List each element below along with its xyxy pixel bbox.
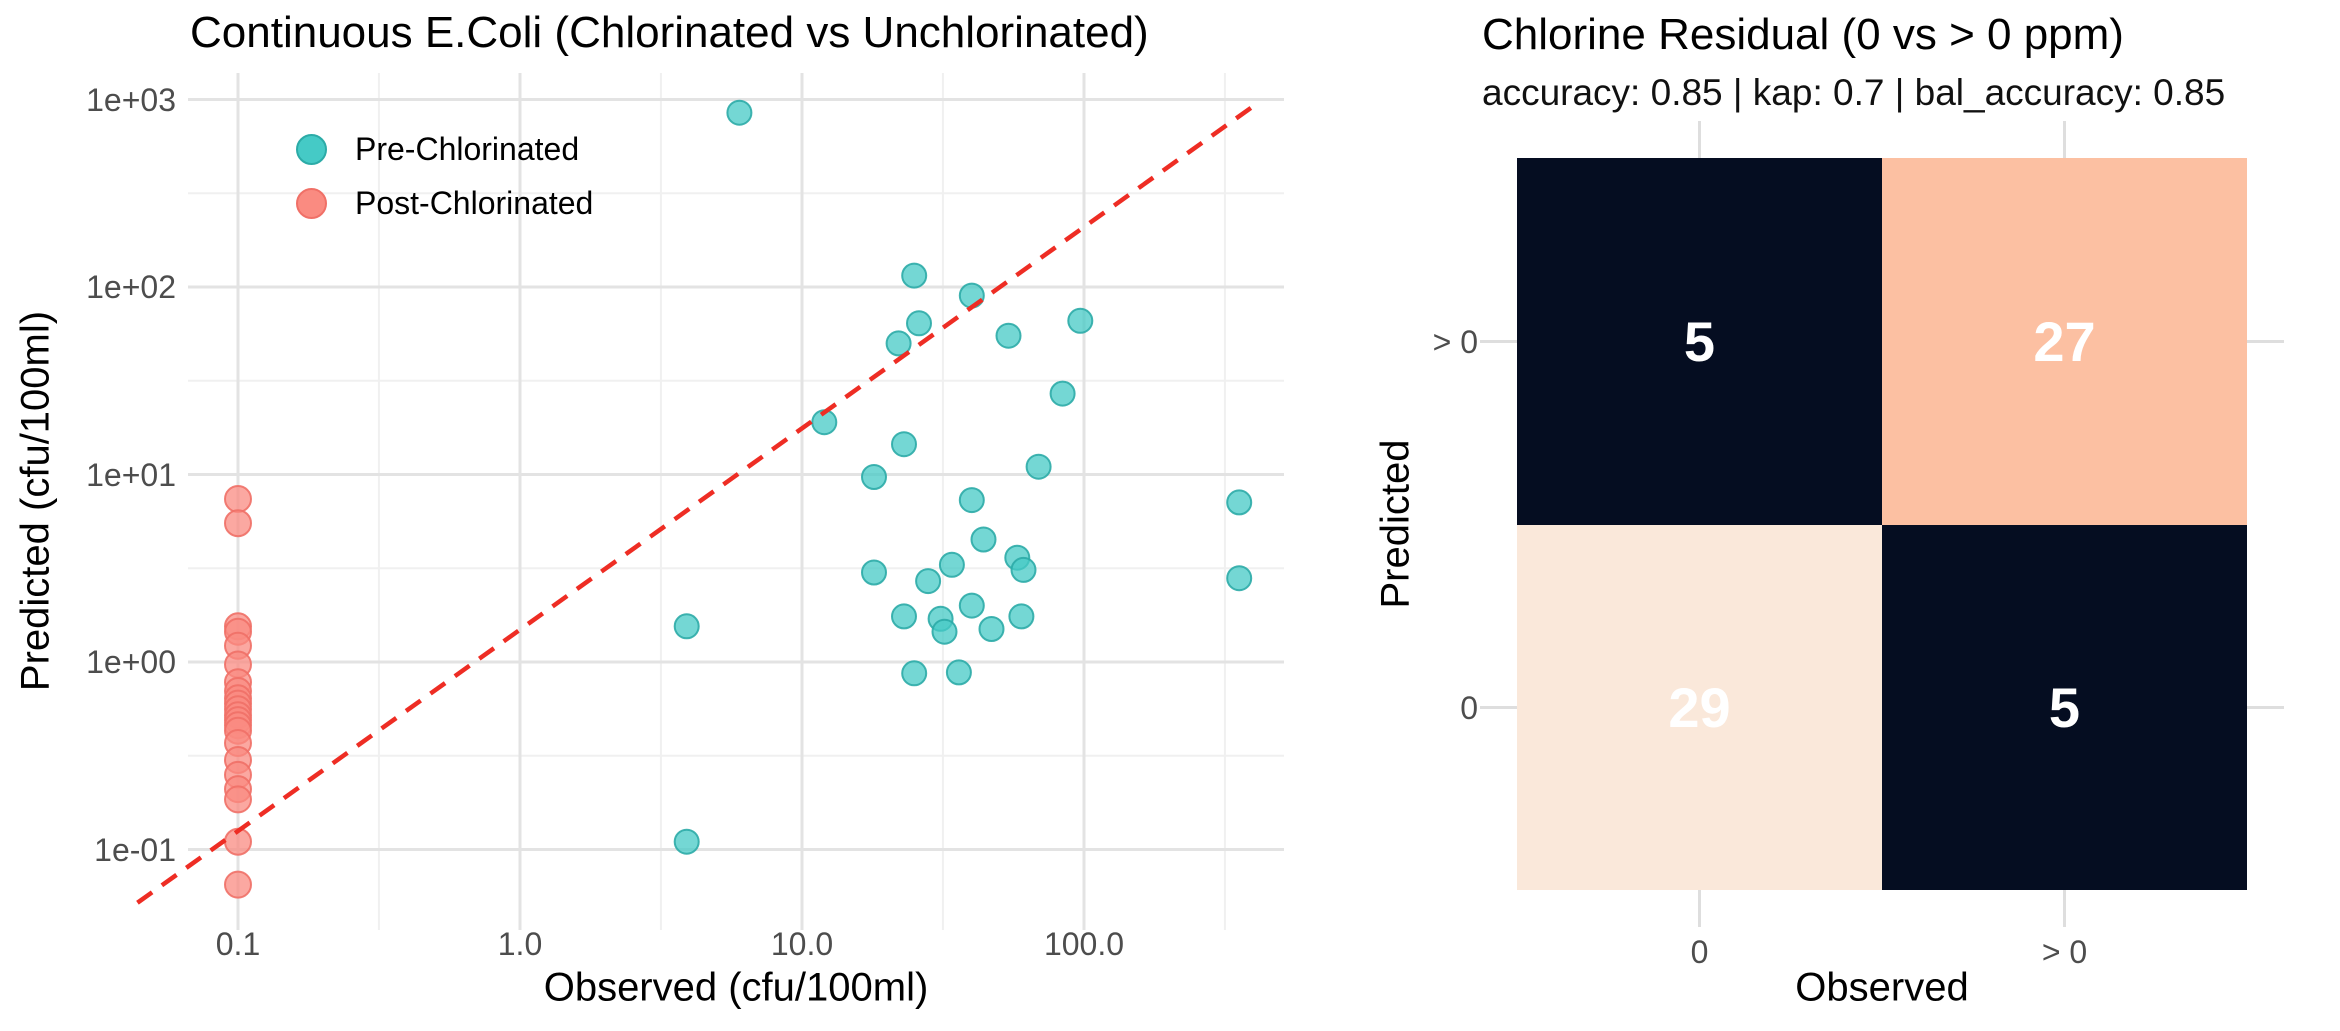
scatter-point-pre — [1067, 307, 1094, 334]
scatter-x-tick: 10.0 — [770, 926, 834, 962]
scatter-point-post — [224, 509, 252, 538]
scatter-x-tick: 100.0 — [1043, 926, 1125, 962]
matrix-cell-pred-0-obs->0: 5 — [1882, 525, 2247, 890]
matrix-grid-stub — [2063, 121, 2066, 158]
scatter-point-pre — [901, 660, 928, 687]
scatter-point-pre — [1049, 380, 1076, 407]
matrix-grid-stub — [1698, 890, 1701, 927]
matrix-x-tick: 0 — [1690, 934, 1709, 970]
scatter-point-pre — [978, 616, 1005, 642]
scatter-point-pre — [1008, 603, 1035, 630]
scatter-point-pre — [891, 431, 917, 458]
scatter-y-tick: 1e+00 — [86, 644, 176, 680]
matrix-grid-stub — [1480, 706, 1517, 709]
scatter-point-pre — [861, 559, 887, 586]
matrix-y-axis-title: Predicted — [1373, 439, 1418, 609]
scatter-point-pre — [970, 526, 997, 553]
scatter-y-tick: 1e+03 — [86, 81, 176, 118]
scatter-point-post — [224, 485, 252, 513]
scatter-point-pre — [995, 322, 1022, 349]
matrix-subtitle: accuracy: 0.85 | kap: 0.7 | bal_accuracy… — [1482, 72, 2226, 113]
matrix-y-tick: > 0 — [1432, 323, 1478, 360]
scatter-point-pre — [958, 592, 985, 619]
scatter-point-post — [224, 785, 252, 814]
scatter-x-axis-title: Observed (cfu/100ml) — [543, 965, 929, 1010]
matrix-x-tick: > 0 — [2041, 934, 2088, 970]
scatter-y-tick: 1e+02 — [86, 269, 176, 305]
scatter-point-pre — [673, 613, 700, 640]
scatter-y-tick: 1e+01 — [86, 456, 176, 493]
matrix-cell-pred->0-obs-0: 5 — [1517, 158, 1882, 525]
matrix-cell-value: 29 — [1668, 676, 1731, 739]
scatter-x-tick: 1.0 — [497, 926, 543, 962]
scatter-y-axis-title: Predicted (cfu/100ml) — [13, 310, 58, 692]
scatter-title: Continuous E.Coli (Chlorinated vs Unchlo… — [190, 8, 1149, 57]
scatter-y-tick: 1e-01 — [94, 831, 176, 868]
scatter-x-tick: 0.1 — [215, 926, 261, 962]
matrix-grid-stub — [2063, 890, 2066, 927]
scatter-point-pre — [901, 262, 928, 289]
scatter-point-pre — [861, 464, 887, 490]
matrix-cell-pred-0-obs-0: 29 — [1517, 525, 1882, 890]
legend-label-pre: Pre-Chlorinated — [355, 131, 580, 167]
scatter-point-pre — [915, 568, 942, 595]
matrix-cell-value: 27 — [2033, 310, 2096, 373]
scatter-point-pre — [931, 618, 958, 645]
scatter-point-pre — [938, 551, 965, 578]
identity-reference-line — [136, 101, 1259, 905]
scatter-point-pre — [958, 282, 985, 309]
matrix-grid-stub — [2247, 706, 2284, 709]
matrix-title: Chlorine Residual (0 vs > 0 ppm) — [1482, 10, 2124, 59]
scatter-point-pre — [1226, 489, 1253, 516]
scatter-point-pre — [726, 99, 753, 126]
scatter-point-pre — [1010, 556, 1037, 583]
scatter-point-pre — [891, 603, 917, 630]
matrix-y-tick: 0 — [1460, 689, 1478, 726]
ecoli-scatter-plot — [136, 73, 1284, 930]
matrix-cell-pred->0-obs->0: 27 — [1882, 158, 2247, 525]
scatter-point-pre — [1025, 453, 1052, 480]
matrix-grid-stub — [2247, 340, 2284, 343]
scatter-point-pre — [906, 310, 932, 337]
scatter-point-pre — [1226, 565, 1253, 592]
legend-item-post-chlorinated: Post-Chlorinated — [296, 185, 593, 222]
matrix-x-axis-title: Observed — [1795, 965, 1969, 1010]
legend-item-pre-chlorinated: Pre-Chlorinated — [296, 131, 579, 168]
scatter-point-pre — [885, 330, 912, 357]
legend-label-post: Post-Chlorinated — [355, 185, 594, 221]
matrix-cell-value: 5 — [2048, 676, 2081, 739]
scatter-point-post — [224, 870, 252, 899]
pre-chlorinated-dot-icon — [296, 134, 327, 165]
matrix-grid-stub — [1480, 340, 1517, 343]
matrix-cell-value: 5 — [1683, 310, 1716, 373]
scatter-point-pre — [958, 487, 985, 514]
post-chlorinated-dot-icon — [296, 188, 327, 219]
matrix-grid-stub — [1698, 121, 1701, 158]
scatter-point-pre — [945, 659, 972, 686]
scatter-point-pre — [673, 828, 700, 855]
